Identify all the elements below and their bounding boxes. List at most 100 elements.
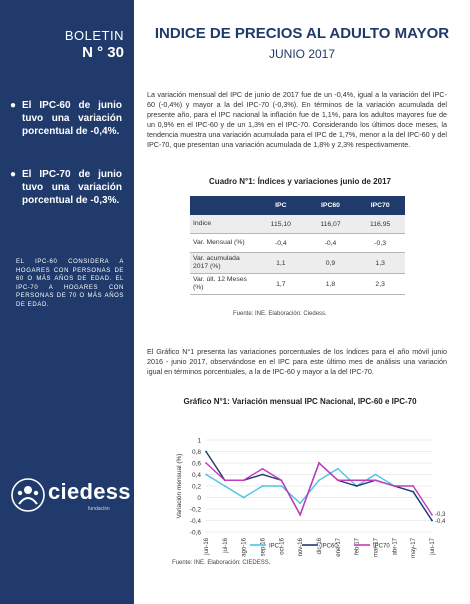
data-point [374,479,377,482]
table-header-row: IPC IPC60 IPC70 [190,196,405,215]
boletin-label: BOLETIN [64,28,124,43]
x-tick-label: jul-16 [223,537,229,553]
index-definition-note: EL IPC-60 CONSIDERA A HOGARES CON PERSON… [16,259,124,308]
table-header-cell: IPC60 [305,196,356,215]
x-tick-label: ago-16 [242,537,248,556]
y-tick-label: 0,8 [192,449,201,456]
data-point [261,473,264,476]
y-tick-label: 0,2 [192,484,201,491]
data-point [318,462,320,464]
x-tick-label: abr-17 [392,537,398,555]
table-cell: 1,7 [256,273,306,295]
data-point [299,502,302,505]
data-point [223,485,226,487]
boletin-number: N ° 30 [82,44,124,61]
y-axis-title: Variación mensual (%) [176,454,183,519]
chart-source: Fuente: INE. Elaboración: CIEDESS. [172,560,271,566]
table-cell: 116,07 [305,215,356,234]
table-header-cell: IPC70 [355,196,405,215]
table-cell: 1,8 [305,273,356,295]
table-cell: 116,95 [355,215,405,234]
data-point [412,490,415,493]
data-point [261,467,264,470]
table-source: Fuente: INE. Elaboración: Ciedess. [233,311,327,317]
x-tick-label: feb-17 [355,537,361,555]
y-tick-label: -0,2 [190,507,202,514]
table-header-cell: IPC [256,196,306,215]
data-point [431,513,433,516]
highlight-text: El IPC-70 de junio tuvo una variación po… [22,169,122,206]
y-tick-label: -0,6 [190,530,202,537]
data-point [412,485,415,487]
table-row-label: Indice [190,215,256,234]
legend-label: IPC60 [321,544,338,550]
page-subtitle: JUNIO 2017 [268,47,336,61]
x-tick-label: nov-16 [298,537,304,556]
data-point [242,479,245,482]
bullet-dot-icon: ● [10,169,17,180]
series-line [205,467,433,521]
data-point [431,519,433,522]
x-tick-label: jun-16 [204,537,210,555]
data-point [205,450,207,453]
table-cell: 1,1 [256,252,306,274]
data-point [336,479,339,482]
table-cell: -0,4 [305,233,356,253]
data-point [318,479,320,482]
chart-intro-paragraph: El Gráfico N°1 presenta las variaciones … [147,347,447,376]
y-tick-label: 1 [197,438,201,445]
bullet-dot-icon: ● [10,100,17,111]
table-row: Var. últ. 12 Meses (%) 1,7 1,8 2,3 [190,273,405,295]
data-point [242,496,245,499]
y-tick-label: 0,4 [192,472,201,479]
y-tick-label: 0,6 [192,461,201,468]
x-tick-label: mar-17 [374,537,380,557]
legend-label: IPC70 [373,544,390,550]
table-cell: 115,10 [256,215,306,234]
legend-label: IPC [269,544,280,550]
table-row-label: Var. Mensual (%) [190,233,256,253]
table-header-cell [190,196,256,215]
table-cell: 0,9 [305,252,356,274]
x-tick-label: ene-17 [336,537,342,556]
data-point [393,485,396,487]
x-tick-label: jun-17 [430,537,436,555]
x-tick-label: sep-16 [261,537,267,556]
table-row-label: Var. acumulada 2017 (%) [190,252,256,274]
table-row: Indice 115,10 116,07 116,95 [190,215,405,234]
y-tick-label: 0 [197,495,201,502]
table-cell: -0,4 [256,233,306,253]
logo-subtext: fundación [88,506,110,512]
x-tick-label: oct-16 [279,537,285,554]
data-point [336,467,339,470]
series-line [205,461,433,517]
data-point [223,479,226,482]
table-row: Var. acumulada 2017 (%) 1,1 0,9 1,3 [190,252,405,274]
data-point [355,479,358,482]
chart-title: Gráfico N°1: Variación mensual IPC Nacio… [183,397,417,406]
data-label: -0,4 [435,519,446,525]
table-cell: -0,3 [355,233,405,253]
index-table: IPC IPC60 IPC70 Indice 115,10 116,07 116… [190,196,405,295]
ciedess-logo: ciedess fundación [10,477,131,517]
highlight-text: El IPC-60 de junio tuvo una variación po… [22,100,122,137]
data-point [374,473,377,476]
table-cell: 2,3 [355,273,405,295]
data-point [280,479,283,482]
data-point [299,513,302,516]
highlight-bullet: ● El IPC-60 de junio tuvo una variación … [10,99,122,138]
x-tick-label: may-17 [411,537,417,558]
data-point [280,485,283,487]
data-point [205,473,207,476]
x-tick-label: dic-16 [317,537,323,554]
table-row: Var. Mensual (%) -0,4 -0,4 -0,3 [190,233,405,253]
intro-paragraph: La variación mensual del IPC de junio de… [147,90,447,149]
logo-wordmark: ciedess [48,479,131,504]
data-label: -0,3 [435,512,446,518]
table-row-label: Var. últ. 12 Meses (%) [190,273,256,295]
table-cell: 1,3 [355,252,405,274]
table-title: Cuadro N°1: Índices y variaciones junio … [209,177,391,186]
y-tick-label: -0,4 [190,518,202,525]
data-point [205,462,207,464]
